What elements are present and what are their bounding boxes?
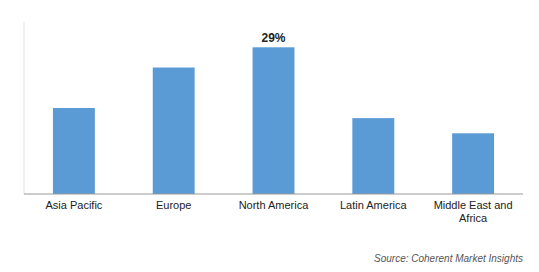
bar [153, 68, 195, 194]
y-axis-line [24, 22, 25, 194]
x-tick-label: Europe [156, 199, 191, 211]
x-tick-label: Asia Pacific [45, 199, 102, 211]
bar [452, 133, 494, 194]
bar [53, 108, 95, 194]
chart: Asia Pacific Europe North America Latin Ame… [0, 0, 539, 272]
x-tick-label: Middle East andAfrica [434, 199, 513, 224]
bars [53, 47, 494, 194]
annotation: 29% [261, 31, 285, 45]
bar [253, 47, 295, 194]
x-tick-label: Latin America [340, 199, 408, 211]
bar [352, 118, 394, 194]
source-note: Source: Coherent Market Insights [374, 253, 523, 264]
x-axis-line [24, 194, 523, 195]
x-tick-label: North America [239, 199, 310, 211]
